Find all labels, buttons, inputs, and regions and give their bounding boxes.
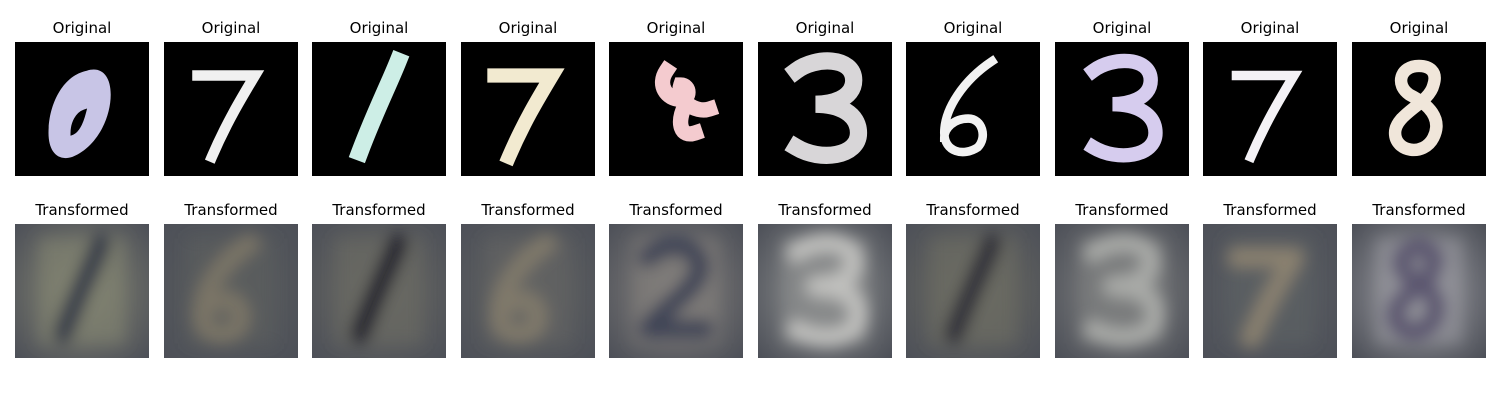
original-title: Original: [646, 19, 706, 37]
original-digit-image: [758, 42, 892, 176]
original-digit-image: [15, 42, 149, 176]
original-digit-image: [461, 42, 595, 176]
original-digit-image: [164, 42, 298, 176]
transformed-digit-image: [609, 224, 743, 358]
original-title: Original: [1389, 19, 1449, 37]
original-title: Original: [795, 19, 855, 37]
original-title: Original: [1092, 19, 1152, 37]
transformed-digit-image: [1203, 224, 1337, 358]
transformed-digit-image: [461, 224, 595, 358]
transformed-title: Transformed: [926, 201, 1020, 219]
transformed-title: Transformed: [629, 201, 723, 219]
original-title: Original: [201, 19, 261, 37]
original-title: Original: [349, 19, 409, 37]
transformed-title: Transformed: [184, 201, 278, 219]
transformed-digit-image: [1055, 224, 1189, 358]
original-digit-image: [312, 42, 446, 176]
original-digit-image: [1203, 42, 1337, 176]
transformed-title: Transformed: [1075, 201, 1169, 219]
transformed-digit-image: [164, 224, 298, 358]
original-digit-image: [609, 42, 743, 176]
original-digit-image: [1055, 42, 1189, 176]
transformed-digit-image: [15, 224, 149, 358]
transformed-title: Transformed: [1223, 201, 1317, 219]
original-title: Original: [52, 19, 112, 37]
transformed-digit-image: [906, 224, 1040, 358]
transformed-title: Transformed: [778, 201, 872, 219]
transformed-title: Transformed: [481, 201, 575, 219]
original-title: Original: [498, 19, 558, 37]
transformed-digit-image: [312, 224, 446, 358]
transformed-title: Transformed: [35, 201, 129, 219]
transformed-digit-image: [758, 224, 892, 358]
transformed-title: Transformed: [332, 201, 426, 219]
original-digit-image: [906, 42, 1040, 176]
transformed-digit-image: [1352, 224, 1486, 358]
original-title: Original: [1240, 19, 1300, 37]
transformed-title: Transformed: [1372, 201, 1466, 219]
original-digit-image: [1352, 42, 1486, 176]
original-title: Original: [943, 19, 1003, 37]
